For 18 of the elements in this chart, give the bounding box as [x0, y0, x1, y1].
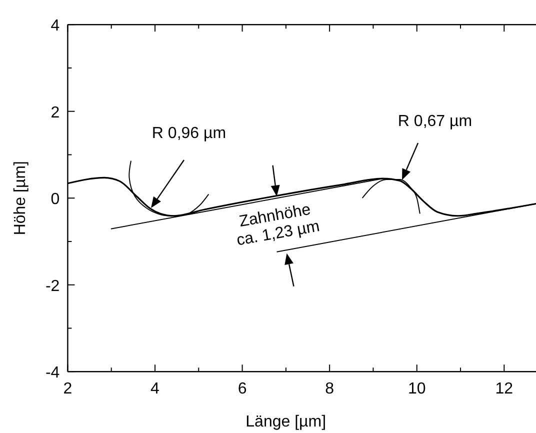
annotation: Zahnhöhe ca. 1,23 µm — [235, 201, 321, 250]
annotation: R 0,67 µm — [398, 113, 472, 130]
x-tick-label: 6 — [238, 380, 247, 398]
y-axis-title: Höhe [µm] — [12, 161, 29, 236]
y-tick-label: 0 — [50, 191, 60, 208]
x-axis-title: Länge [µm] — [246, 414, 326, 431]
y-tick-label: 4 — [50, 18, 60, 35]
x-tick-label: 2 — [63, 380, 72, 398]
y-tick-label: -2 — [45, 278, 60, 295]
y-tick-label: -4 — [45, 364, 60, 382]
x-tick-label: 10 — [408, 380, 426, 398]
annotation: R 0,96 µm — [152, 125, 226, 142]
callout-arrow: R 0,96 µm — [151, 125, 226, 208]
x-tick-label: 8 — [325, 380, 334, 398]
y-tick-label: 2 — [50, 104, 60, 122]
x-tick-label: 4 — [150, 380, 160, 398]
x-tick-label: 12 — [495, 380, 514, 398]
callout-arrow: R 0,67 µm — [398, 113, 472, 180]
